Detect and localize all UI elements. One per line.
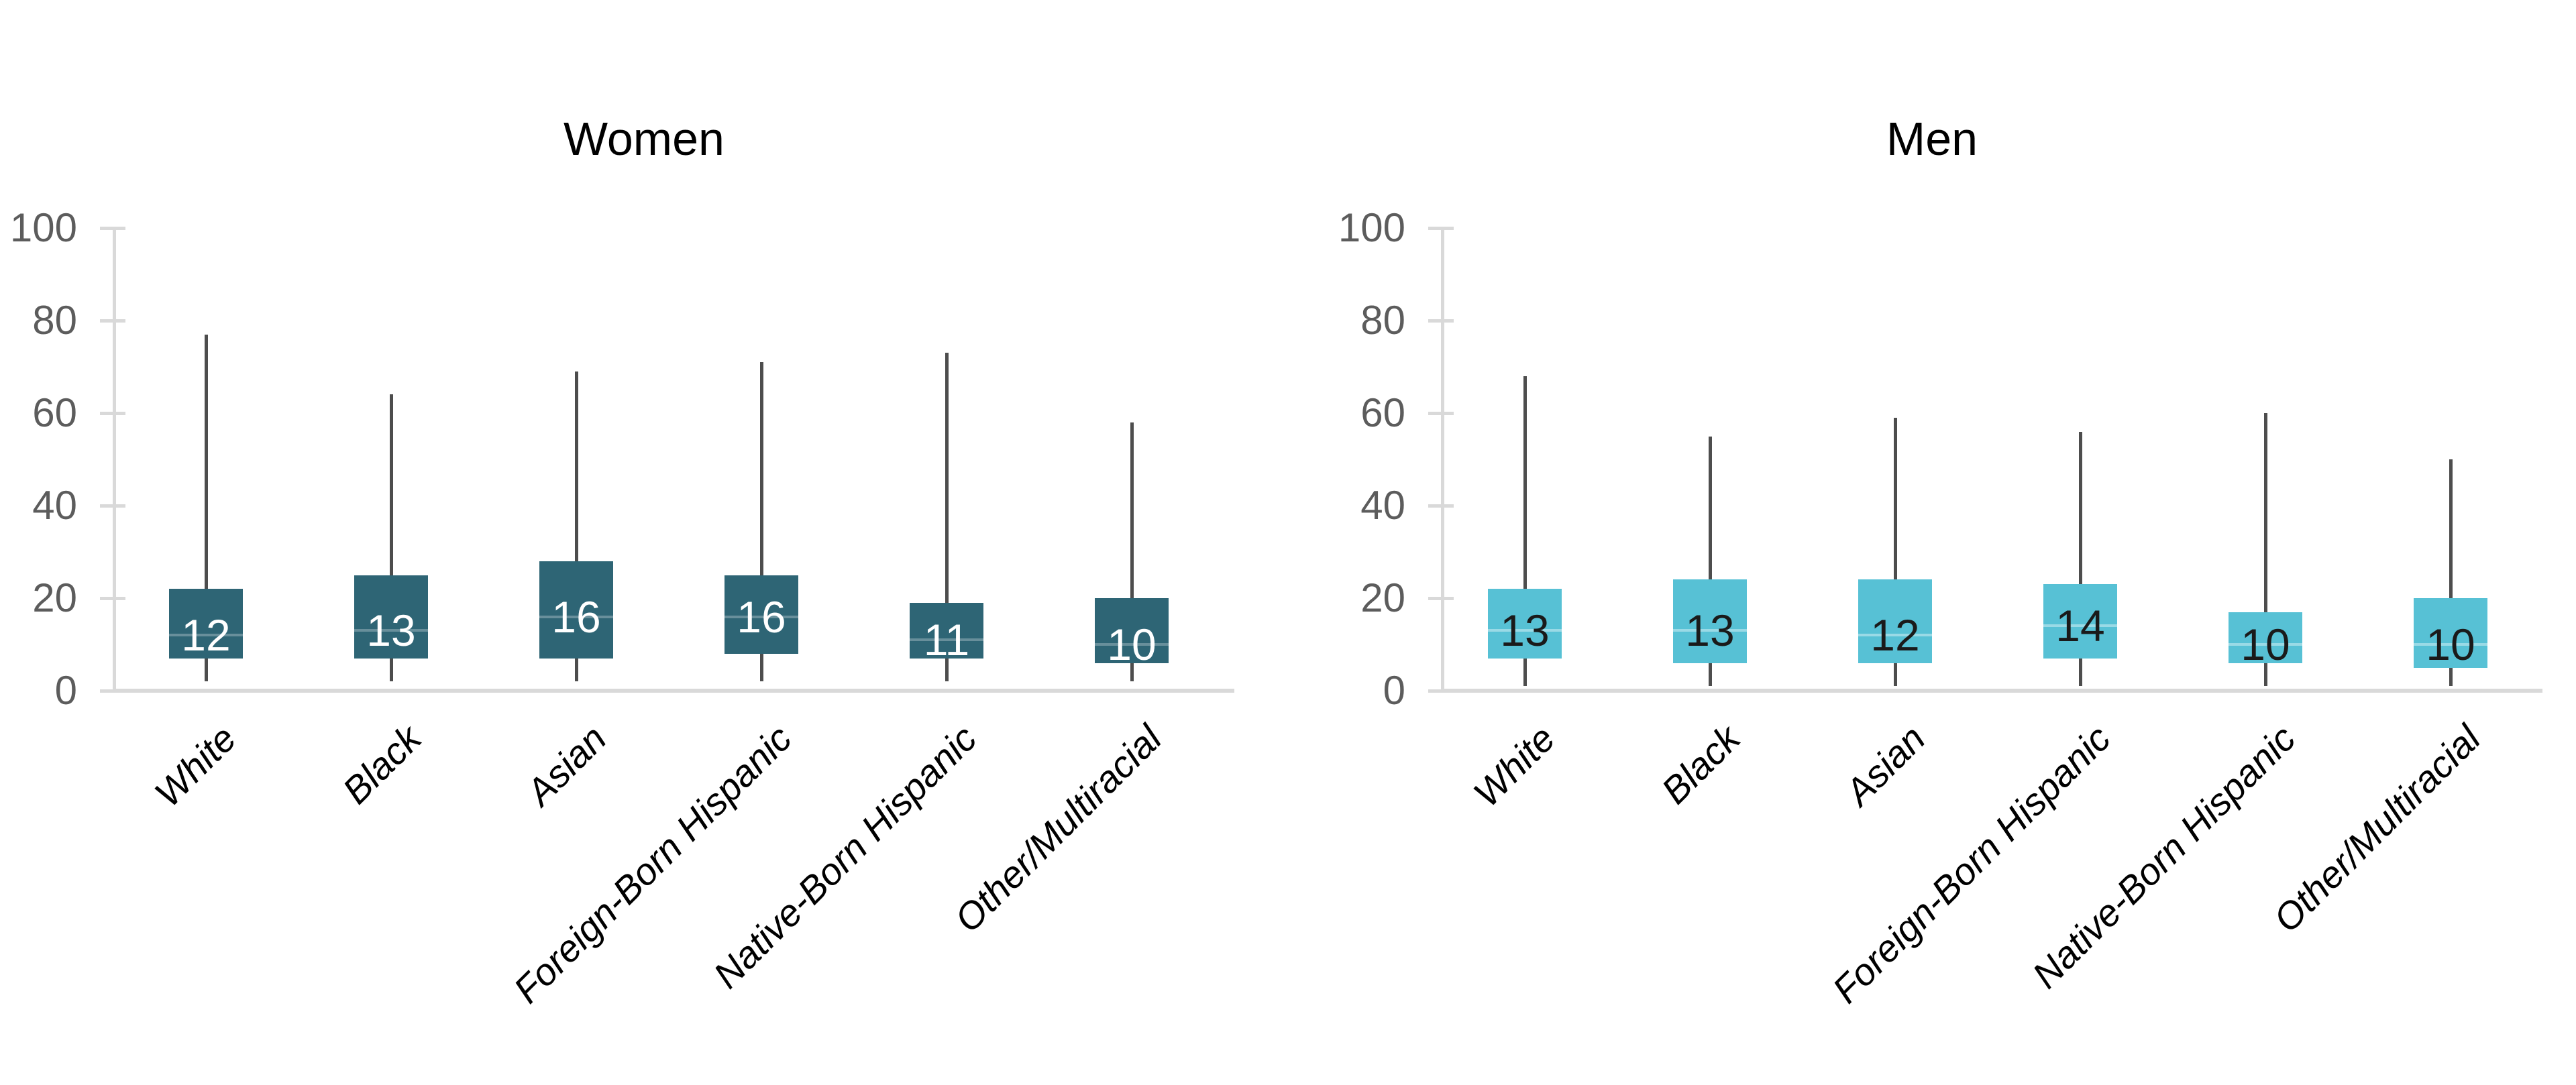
y-axis-tick [100,504,125,508]
whisker [1523,376,1527,687]
y-axis-tick [100,227,125,230]
y-axis-tick-label: 40 [1360,483,1405,528]
y-axis-tick [100,412,125,415]
category-label: White [146,717,244,815]
median-line [1673,629,1747,632]
median-value-label: 13 [366,606,416,656]
median-line [2043,624,2117,628]
y-axis-tick-label: 20 [32,575,77,620]
whisker [1709,436,1712,687]
median-line [2414,643,2487,646]
y-axis-tick-label: 80 [32,298,77,343]
median-line [2229,642,2302,646]
iqr-box [539,561,613,659]
y-axis-tick [100,597,125,600]
median-value-label: 10 [1107,620,1157,669]
x-axis-line [1442,689,2542,693]
median-value-label: 14 [2055,601,2105,651]
iqr-box [2229,612,2302,663]
iqr-box [910,602,983,659]
chart-title-men: Men [1886,113,1978,165]
category-label: Other/Multiracial [946,717,1170,940]
median-value-label: 16 [551,591,601,642]
median-line [1095,643,1169,646]
y-axis-tick-label: 40 [32,483,77,528]
y-axis-line [113,228,116,691]
y-axis-tick [1428,597,1454,600]
category-label: Black [1653,717,1748,812]
whisker [2449,459,2453,687]
median-value-label: 10 [2426,620,2475,669]
category-label: Asian [1837,717,1933,813]
iqr-box [724,575,798,654]
y-axis-tick-label: 100 [9,205,77,250]
whisker [575,371,578,682]
median-line [169,634,243,637]
iqr-box [1095,598,1169,663]
iqr-box [2043,584,2117,659]
y-axis-tick-label: 60 [1360,390,1405,435]
whisker [760,362,763,682]
whisker [2079,431,2082,687]
category-label: Other/Multiracial [2265,717,2489,940]
median-value-label: 13 [1500,606,1550,656]
median-line [910,638,983,642]
iqr-box [354,575,428,659]
median-value-label: 12 [1870,610,1920,661]
whisker [390,394,393,682]
category-label: White [1464,717,1563,815]
iqr-box [1488,589,1562,659]
median-line [1488,629,1562,632]
median-line [1858,634,1932,637]
y-axis-tick-label: 20 [1360,575,1405,620]
whisker [1130,422,1134,682]
y-axis-tick [1428,227,1454,230]
median-line [539,615,613,618]
whisker [945,353,949,682]
iqr-box [1673,579,1747,663]
y-axis-tick [1428,412,1454,415]
chart-title-women: Women [564,113,724,165]
y-axis-tick [100,319,125,323]
median-line [724,615,798,618]
iqr-box [169,589,243,659]
category-label: Black [334,717,429,812]
y-axis-tick [100,689,125,693]
iqr-box [2414,598,2487,668]
whisker [2264,413,2267,687]
y-axis-tick [1428,319,1454,323]
y-axis-tick-label: 80 [1360,298,1405,343]
median-value-label: 10 [2241,620,2290,669]
whisker [205,334,208,682]
y-axis-tick [1428,504,1454,508]
median-value-label: 11 [923,615,970,665]
y-axis-tick-label: 60 [32,390,77,435]
y-axis-tick [1428,689,1454,693]
median-line [354,629,428,632]
y-axis-tick-label: 0 [54,668,77,713]
category-label: Asian [518,717,614,813]
y-axis-tick-label: 0 [1383,668,1405,713]
median-value-label: 13 [1685,606,1735,656]
iqr-box [1858,579,1932,663]
median-value-label: 16 [737,591,786,642]
median-value-label: 12 [181,610,231,661]
x-axis-line [114,689,1234,693]
whisker [1894,417,1897,687]
y-axis-line [1441,228,1444,691]
y-axis-tick-label: 100 [1338,205,1405,250]
